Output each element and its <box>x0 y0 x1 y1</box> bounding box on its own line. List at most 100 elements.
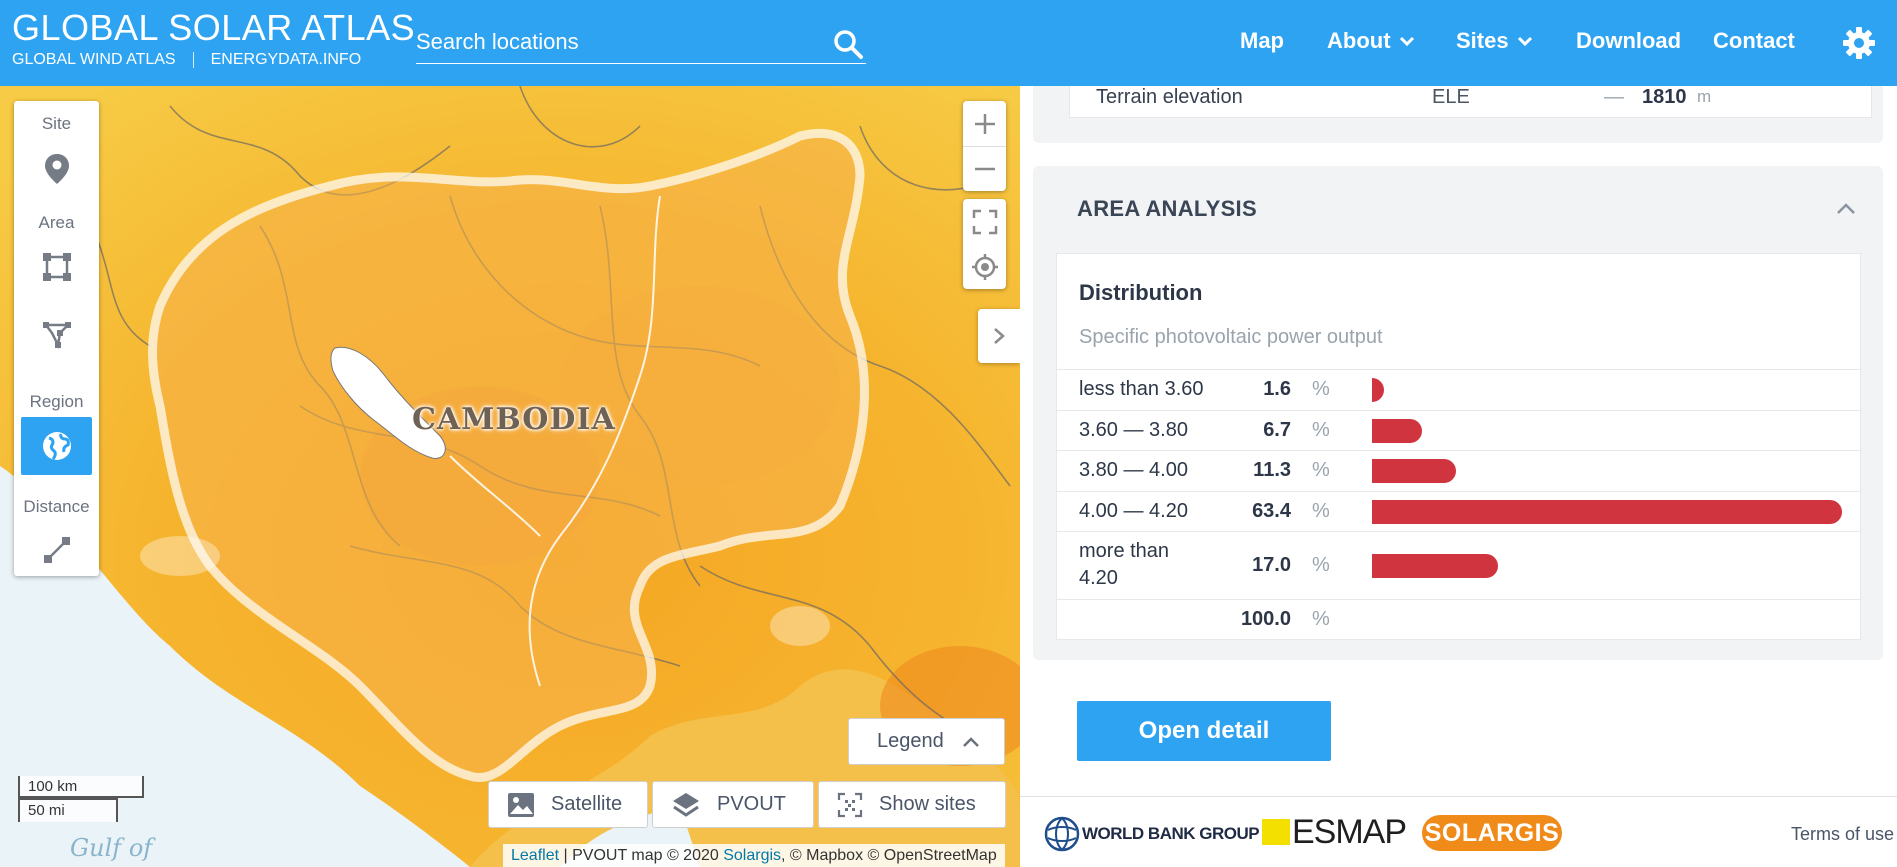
satellite-label: Satellite <box>551 793 623 815</box>
image-icon <box>508 792 534 817</box>
esmap-mark <box>1262 819 1290 845</box>
row-value: 17.0 <box>1252 554 1291 576</box>
scale-km: 100 km <box>18 776 144 798</box>
region-tool-button[interactable] <box>21 417 92 475</box>
terrain-unit: m <box>1697 87 1712 106</box>
rectangle-area-button[interactable] <box>21 238 92 296</box>
solargis-link[interactable]: Solargis <box>723 847 782 864</box>
minus-icon <box>974 167 995 171</box>
distance-tool-button[interactable] <box>21 521 92 579</box>
terrain-label: Terrain elevation <box>1096 86 1243 108</box>
row-bar <box>1372 500 1842 524</box>
locate-me-button[interactable] <box>963 244 1006 289</box>
terrain-code: ELE <box>1432 86 1470 108</box>
chevron-down-icon <box>1399 36 1414 47</box>
nav-map[interactable]: Map <box>1240 28 1284 54</box>
row-bar <box>1372 419 1422 443</box>
zoom-in-button[interactable] <box>963 101 1006 146</box>
crosshair-icon <box>971 253 998 280</box>
ruler-line-icon <box>43 537 70 563</box>
distribution-total-row: 100.0 % <box>1057 599 1860 639</box>
nav-map-label: Map <box>1240 28 1284 53</box>
plus-icon <box>974 113 995 134</box>
total-value: 100.0 <box>1240 608 1291 630</box>
fullscreen-button[interactable] <box>963 199 1006 244</box>
tool-label-site: Site <box>41 114 72 133</box>
area-analysis-card: AREA ANALYSIS Distribution Specific phot… <box>1033 166 1883 660</box>
search-icon[interactable] <box>832 28 866 60</box>
nav-contact-label: Contact <box>1713 28 1795 53</box>
row-unit: % <box>1312 500 1330 522</box>
nav-sites[interactable]: Sites <box>1456 28 1533 54</box>
polygon-area-button[interactable] <box>21 305 92 363</box>
top-bar: GLOBAL SOLAR ATLAS GLOBAL WIND ATLAS ENE… <box>0 0 1897 86</box>
esmap-logo[interactable]: ESMAP <box>1262 812 1407 851</box>
search-input[interactable] <box>416 22 816 62</box>
nav-contact[interactable]: Contact <box>1713 28 1795 54</box>
open-detail-button[interactable]: Open detail <box>1077 701 1331 761</box>
attribution-rest-text: , © Mapbox © OpenStreetMap <box>781 847 997 864</box>
row-bar <box>1372 554 1499 578</box>
world-bank-logo[interactable]: WORLD BANK GROUP <box>1044 816 1260 852</box>
distribution-table: Distribution Specific photovoltaic power… <box>1056 253 1861 640</box>
app-title[interactable]: GLOBAL SOLAR ATLAS <box>12 7 416 48</box>
show-sites-button[interactable]: Show sites <box>818 781 1006 828</box>
chevron-up-icon <box>1837 203 1855 214</box>
country-label: CAMBODIA <box>412 402 616 437</box>
results-panel: Terrain elevation ELE — 1810 m AREA ANAL… <box>1020 86 1897 796</box>
pvout-label: PVOUT <box>717 793 786 815</box>
distribution-row: 3.60 — 3.80 6.7 % <box>1057 410 1860 450</box>
row-unit: % <box>1312 378 1330 400</box>
terrain-value: 1810 <box>1642 86 1687 108</box>
energydata-link[interactable]: ENERGYDATA.INFO <box>210 51 362 68</box>
nav-download[interactable]: Download <box>1576 28 1681 54</box>
nav-download-label: Download <box>1576 28 1682 53</box>
distribution-row: 4.00 — 4.20 63.4 % <box>1057 491 1860 531</box>
row-range: less than 3.60 <box>1079 378 1204 400</box>
tool-label-region: Region <box>29 392 84 411</box>
map-canvas[interactable]: CAMBODIA Gulf of Site Area Region Distan… <box>0 86 1020 867</box>
solargis-logo[interactable]: SOLARGIS <box>1422 815 1562 851</box>
row-range: 3.60 — 3.80 <box>1079 419 1188 441</box>
legend-button[interactable]: Legend <box>848 718 1005 765</box>
satellite-layer-button[interactable]: Satellite <box>488 781 648 828</box>
row-bar <box>1372 459 1456 483</box>
terrain-card: Terrain elevation ELE — 1810 m <box>1033 86 1883 143</box>
row-unit: % <box>1312 459 1330 481</box>
tool-label-area: Area <box>38 213 75 232</box>
pvout-layer-button[interactable]: PVOUT <box>652 781 814 828</box>
zoom-out-button[interactable] <box>963 146 1006 191</box>
row-unit: % <box>1312 419 1330 441</box>
chevron-down-icon <box>1517 36 1532 47</box>
row-range: more than 4.20 <box>1079 540 1170 589</box>
settings-gear-icon[interactable] <box>1842 26 1876 60</box>
esmap-text: ESMAP <box>1292 812 1407 851</box>
distribution-subtitle: Specific photovoltaic power output <box>1079 326 1383 348</box>
total-unit: % <box>1312 608 1330 630</box>
collapse-section-button[interactable] <box>1833 196 1859 222</box>
chevron-up-icon <box>963 736 979 747</box>
site-tool-button[interactable] <box>21 140 92 198</box>
layers-icon <box>673 792 699 817</box>
row-value: 1.6 <box>1263 378 1291 400</box>
global-wind-atlas-link[interactable]: GLOBAL WIND ATLAS <box>12 51 176 68</box>
distribution-title: Distribution <box>1079 280 1203 305</box>
legend-label: Legend <box>877 730 944 752</box>
show-sites-label: Show sites <box>879 793 976 815</box>
panel-toggle-button[interactable] <box>978 309 1020 363</box>
leaflet-link[interactable]: Leaflet <box>511 847 560 864</box>
terms-of-use-link[interactable]: Terms of use <box>1791 824 1895 844</box>
sea-label: Gulf of <box>70 834 153 862</box>
map-attribution: Leaflet | PVOUT map © 2020 Solargis, © M… <box>503 844 1005 867</box>
tool-label-distance: Distance <box>23 497 90 516</box>
map-pin-icon <box>44 154 69 184</box>
nav-about[interactable]: About <box>1327 28 1415 54</box>
area-analysis-title[interactable]: AREA ANALYSIS <box>1077 196 1257 221</box>
row-value: 6.7 <box>1263 419 1291 441</box>
chevron-right-icon <box>994 328 1005 344</box>
scale-mi: 50 mi <box>18 798 118 822</box>
world-bank-text: WORLD BANK GROUP <box>1082 824 1260 843</box>
globe-icon <box>42 432 71 461</box>
sites-grid-icon <box>837 792 863 817</box>
divider <box>192 52 194 68</box>
